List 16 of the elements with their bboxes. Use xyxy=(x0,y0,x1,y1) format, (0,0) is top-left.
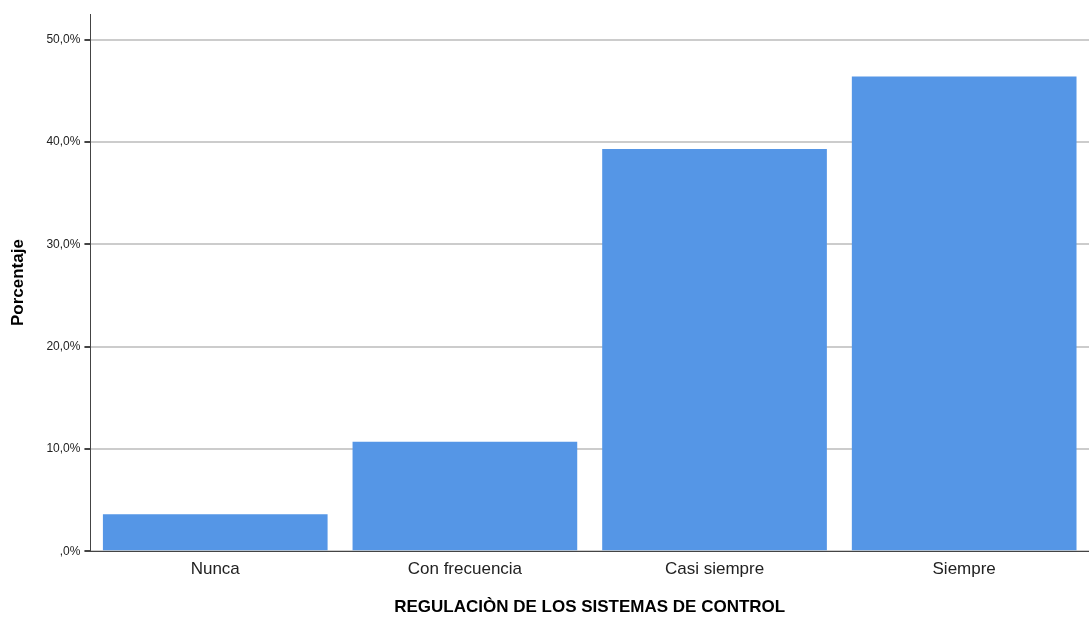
bar xyxy=(851,76,1077,551)
x-tick-label: Con frecuencia xyxy=(407,559,523,579)
y-tick-label: 20,0% xyxy=(46,338,81,353)
bar xyxy=(602,149,827,551)
y-tick-label: 40,0% xyxy=(46,134,81,149)
y-tick-label: 10,0% xyxy=(46,441,81,456)
y-tick-label: 30,0% xyxy=(46,236,81,251)
x-tick-label: Nunca xyxy=(190,559,241,579)
bar xyxy=(102,514,328,551)
x-tick-label: Casi siempre xyxy=(664,559,765,579)
y-tick-label: 50,0% xyxy=(46,31,81,46)
y-axis-title: Porcentaje xyxy=(7,239,27,327)
x-axis-title: REGULACIÒN DE LOS SISTEMAS DE CONTROL xyxy=(394,597,786,617)
y-tick-label: ,0% xyxy=(59,543,81,558)
bar xyxy=(352,441,578,551)
x-tick-label: Siempre xyxy=(932,559,996,579)
